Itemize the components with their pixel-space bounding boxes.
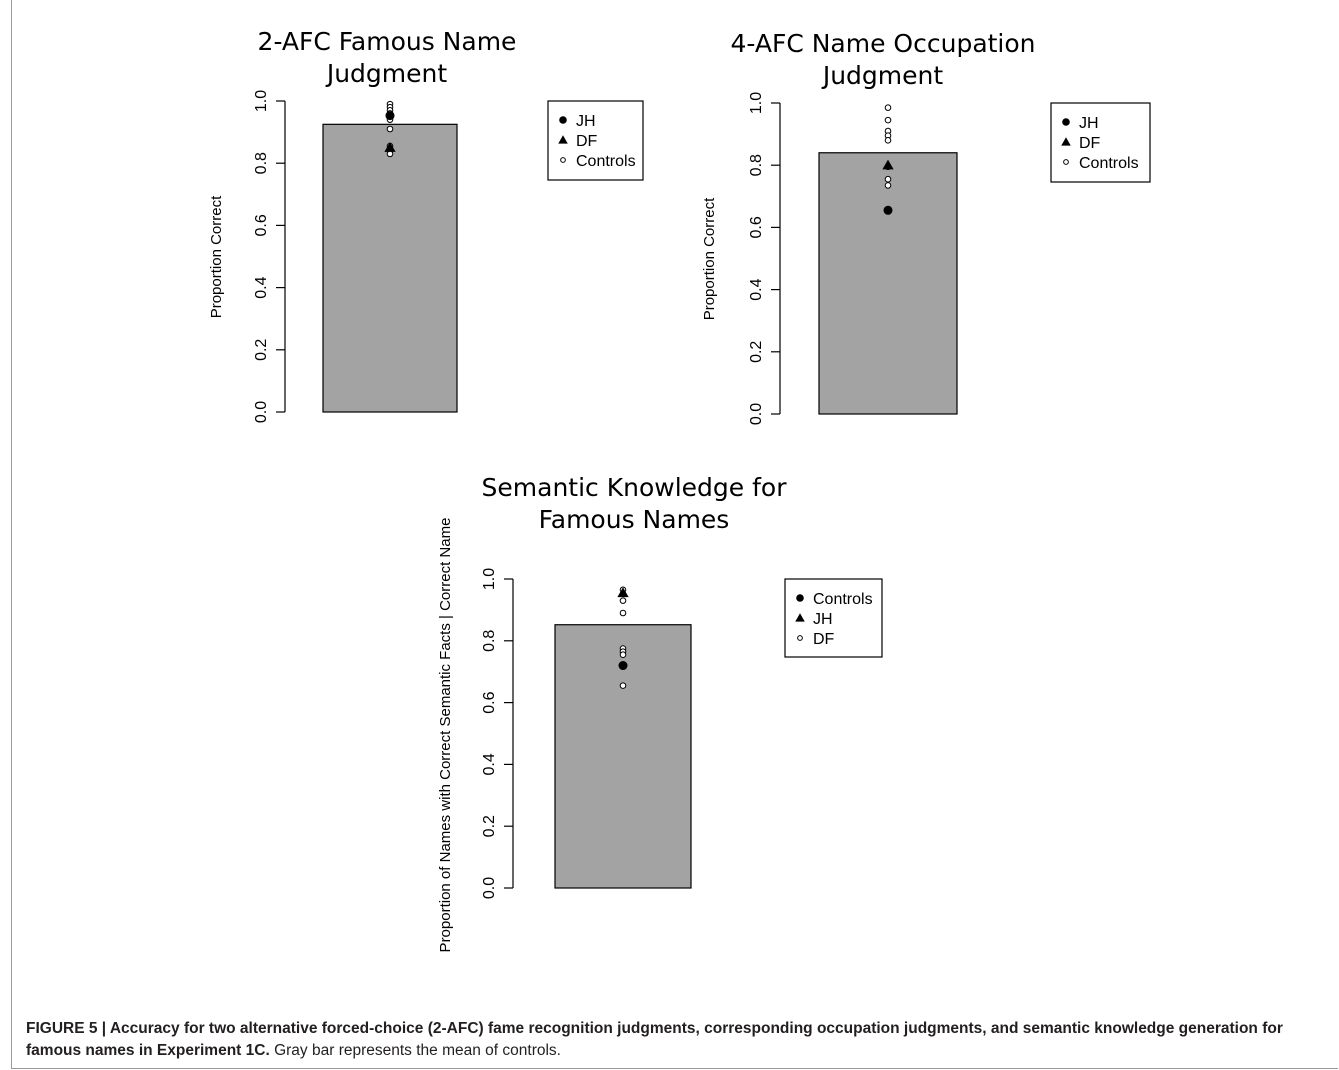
y-tick-label: 1.0 [253, 90, 270, 112]
data-point-controls [884, 104, 892, 111]
data-point-controls [618, 661, 628, 671]
data-point-controls [884, 175, 892, 183]
data-point-df [619, 609, 627, 617]
y-tick-label: 0.4 [748, 278, 765, 300]
legend-label: JH [1079, 115, 1099, 132]
data-point-df [882, 159, 894, 170]
legend-label: JH [576, 113, 596, 130]
chart-title-line: Famous Names [539, 505, 730, 534]
y-tick-label: 0.2 [748, 341, 765, 363]
chart-title-line: Judgment [325, 59, 448, 88]
y-tick-label: 0.0 [481, 877, 498, 899]
y-tick-label: 0.4 [253, 276, 270, 298]
y-tick-label: 0.8 [481, 630, 498, 652]
y-tick-label: 0.6 [748, 216, 765, 238]
data-point-df [619, 597, 627, 604]
legend-marker-controls [560, 157, 566, 163]
chart-3: Semantic Knowledge for Famous Names 0.0 0.2… [437, 473, 883, 953]
legend-label: Controls [813, 591, 873, 608]
legend-marker-controls [1063, 159, 1069, 165]
legend-marker-df [1061, 137, 1071, 146]
data-point-controls [884, 137, 892, 144]
y-tick-label: 0.0 [253, 401, 270, 423]
figure-frame [11, 0, 1338, 1069]
legend-marker-df [558, 135, 568, 144]
data-point-df [384, 142, 396, 152]
caption-text: Gray bar represents the mean of controls… [269, 1042, 561, 1059]
data-point-df [619, 682, 627, 689]
data-point-jh [617, 587, 629, 598]
caption-bold-text: Accuracy for two alternative forced-choi… [26, 1020, 1283, 1059]
y-axis-label: Proportion of Names with Correct Semanti… [437, 518, 454, 953]
data-point-controls [884, 116, 892, 124]
legend-marker-controls [796, 594, 804, 602]
y-tick-label: 0.4 [481, 753, 498, 775]
data-point-controls [386, 150, 394, 158]
y-tick-label: 0.2 [253, 339, 270, 361]
legend-label: JH [813, 611, 833, 628]
data-point-controls [884, 182, 892, 189]
legend-label: Controls [1079, 155, 1139, 172]
data-point-df [619, 651, 627, 658]
bar-controls-mean [322, 123, 458, 413]
chart-title-line: Semantic Knowledge for [482, 473, 788, 502]
data-point-controls [386, 125, 394, 133]
y-tick-label: 0.8 [748, 154, 765, 176]
y-tick-label: 0.8 [253, 152, 270, 174]
y-tick-label: 0.6 [481, 691, 498, 713]
chart-2: 4-AFC Name Occupation Judgment 0.0 0.2 0.4 0.… [701, 29, 1151, 425]
bar-controls-mean [818, 152, 958, 415]
legend-label: DF [1079, 135, 1101, 152]
legend-marker-jh [795, 613, 805, 622]
data-point-jh [385, 111, 395, 121]
y-tick-label: 0.6 [253, 214, 270, 236]
legend-label: DF [813, 631, 835, 648]
figure-charts: 2-AFC Famous Name Judgment 0.0 0.2 0.4 0.6 0.8… [208, 27, 1151, 953]
chart-title-line: 4-AFC Name Occupation [730, 29, 1035, 58]
legend-marker-jh [1062, 118, 1070, 126]
legend-label: Controls [576, 153, 636, 170]
chart-1: 2-AFC Famous Name Judgment 0.0 0.2 0.4 0.6 0.8… [208, 27, 644, 423]
legend-marker-jh [559, 116, 567, 124]
y-axis-label: Proportion Correct [208, 195, 225, 318]
legend-marker-df [797, 635, 803, 641]
y-tick-label: 0.0 [748, 403, 765, 425]
y-tick-label: 0.2 [481, 815, 498, 837]
figure-caption: FIGURE 5 | Accuracy for two alternative … [26, 1018, 1316, 1062]
chart-title-line: Judgment [821, 61, 944, 90]
caption-label: FIGURE 5 | [26, 1020, 110, 1037]
chart-title-line: 2-AFC Famous Name [258, 27, 517, 56]
y-axis-label: Proportion Correct [701, 197, 718, 320]
y-tick-label: 1.0 [748, 92, 765, 114]
data-point-jh [883, 205, 893, 215]
legend-label: DF [576, 133, 598, 150]
y-tick-label: 1.0 [481, 568, 498, 590]
